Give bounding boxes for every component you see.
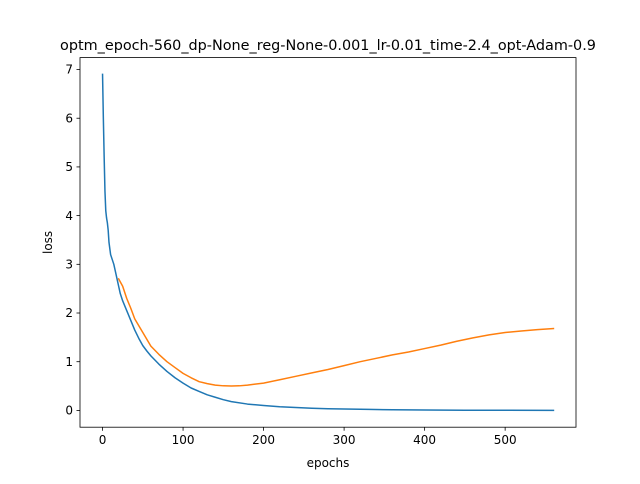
- series-0-line: [101, 73, 555, 412]
- plot-area: [101, 73, 555, 412]
- y-tick-label: 0: [65, 404, 73, 418]
- y-tick-label: 3: [65, 258, 73, 272]
- x-tick-label: 500: [494, 433, 517, 447]
- y-tick-label: 2: [65, 306, 73, 320]
- series-1-line: [117, 277, 555, 387]
- y-tick-label: 1: [65, 355, 73, 369]
- y-tick-label: 5: [65, 160, 73, 174]
- x-axis-label: epochs: [307, 456, 350, 470]
- y-tick-label: 4: [65, 209, 73, 223]
- x-tick-label: 0: [99, 433, 107, 447]
- x-tick-label: 400: [413, 433, 436, 447]
- y-tick-label: 7: [65, 63, 73, 77]
- axes-frame: [79, 57, 577, 428]
- chart-title: optm_epoch-560_dp-None_reg-None-0.001_lr…: [60, 38, 596, 54]
- y-tick-label: 6: [65, 111, 73, 125]
- x-tick-label: 100: [172, 433, 195, 447]
- x-tick-label: 300: [333, 433, 356, 447]
- x-tick-label: 200: [252, 433, 275, 447]
- x-axis-ticks: 0 100 200 300 400 500: [99, 427, 517, 447]
- y-axis-label: loss: [41, 231, 55, 254]
- y-axis-ticks: 0 1 2 3 4 5 6 7: [65, 63, 80, 418]
